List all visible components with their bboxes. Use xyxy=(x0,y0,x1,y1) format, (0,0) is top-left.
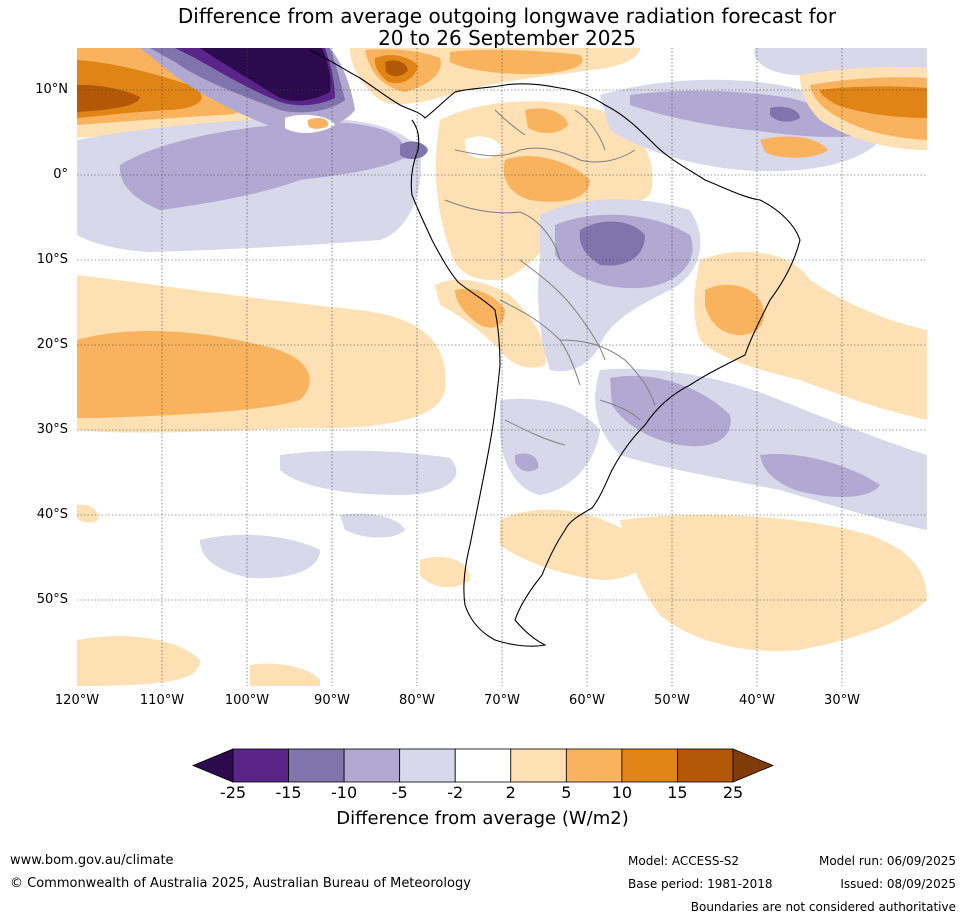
country-borders xyxy=(444,109,656,446)
longitude-label: 120°W xyxy=(54,693,100,708)
colorbar-tick-label: -5 xyxy=(391,783,408,802)
gridlines xyxy=(77,48,927,686)
longitude-label: 80°W xyxy=(399,693,435,708)
longitude-label: 40°W xyxy=(739,693,775,708)
colorbar-tick-label: 15 xyxy=(667,783,688,802)
anomaly-region xyxy=(200,48,331,101)
copyright-text: © Commonwealth of Australia 2025, Austra… xyxy=(10,876,471,891)
colorbar-tick-label: -2 xyxy=(447,783,464,802)
model-run-date: Model run: 06/09/2025 xyxy=(818,854,956,868)
anomaly-region xyxy=(760,136,828,158)
anomaly-region xyxy=(820,86,927,118)
website-link[interactable]: www.bom.gov.au/climate xyxy=(10,853,174,868)
anomaly-region xyxy=(200,534,320,579)
anomaly-region xyxy=(420,556,470,588)
anomaly-region xyxy=(515,453,539,472)
anomaly-region xyxy=(77,330,310,418)
anomaly-region xyxy=(77,504,99,523)
latitude-label: 50°S xyxy=(36,592,68,607)
anomaly-region xyxy=(400,141,428,160)
anomaly-region xyxy=(630,90,860,138)
olr-anomaly-map xyxy=(77,48,927,686)
colorbar-extension-low xyxy=(191,748,234,783)
latitude-label: 10°S xyxy=(36,252,68,267)
longitude-label: 70°W xyxy=(484,693,520,708)
colorbar-tick-label: 25 xyxy=(722,783,744,802)
colorbar-segment xyxy=(399,748,456,783)
colorbar-segment xyxy=(454,748,512,783)
longitude-label: 90°W xyxy=(314,693,350,708)
latitude-label: 0° xyxy=(53,167,68,182)
colorbar-segment xyxy=(621,748,678,783)
anomaly-region xyxy=(465,136,502,159)
colorbar-label: Difference from average (W/m2) xyxy=(336,808,629,829)
latitude-label: 20°S xyxy=(36,337,68,352)
anomaly-region xyxy=(525,108,568,133)
anomaly-region xyxy=(760,454,880,497)
longitude-label: 60°W xyxy=(569,693,605,708)
colorbar-segment xyxy=(232,748,289,783)
latitude-label: 40°S xyxy=(36,507,68,522)
colorbar xyxy=(191,748,775,783)
colorbar-segment xyxy=(343,748,401,783)
colorbar-segment xyxy=(565,748,623,783)
colorbar-tick-label: -25 xyxy=(219,783,247,802)
colorbar-extension-high xyxy=(732,748,775,783)
colorbar-tick-label: 10 xyxy=(611,783,633,802)
model-name: Model: ACCESS-S2 xyxy=(628,854,740,868)
anomaly-region xyxy=(503,156,590,202)
colorbar-segment xyxy=(677,748,734,783)
coastline xyxy=(309,49,801,647)
anomaly-region xyxy=(385,60,408,77)
colorbar-tick-label: 2 xyxy=(505,783,516,802)
colorbar-tick-label: -15 xyxy=(275,783,302,802)
anomaly-region xyxy=(308,118,329,129)
longitude-label: 100°W xyxy=(224,693,270,708)
anomaly-region xyxy=(770,106,800,122)
colorbar-segment xyxy=(510,748,567,783)
colorbar-segment xyxy=(288,748,345,783)
latitude-label: 10°N xyxy=(35,82,68,97)
anomaly-region xyxy=(455,288,505,328)
latitude-label: 30°S xyxy=(36,422,68,437)
anomaly-region xyxy=(579,221,645,266)
anomaly-region xyxy=(450,49,583,75)
map-title-line1: Difference from average outgoing longwav… xyxy=(177,4,837,28)
boundaries-disclaimer: Boundaries are not considered authoritat… xyxy=(690,900,956,914)
anomaly-region xyxy=(500,509,648,580)
anomaly-region xyxy=(280,450,457,495)
anomaly-region xyxy=(705,284,764,335)
anomaly-region xyxy=(119,122,406,210)
anomaly-region xyxy=(340,513,405,538)
anomaly-region xyxy=(77,84,140,112)
anomaly-region xyxy=(620,515,927,651)
longitude-label: 30°W xyxy=(824,693,860,708)
issued-date: Issued: 08/09/2025 xyxy=(840,877,956,891)
base-period: Base period: 1981-2018 xyxy=(628,877,773,891)
longitude-label: 50°W xyxy=(654,693,690,708)
longitude-label: 110°W xyxy=(139,693,185,708)
colorbar-tick-label: -10 xyxy=(331,783,358,802)
anomaly-region xyxy=(77,636,200,686)
colorbar-tick-label: 5 xyxy=(561,783,572,802)
map-title-line2: 20 to 26 September 2025 xyxy=(378,26,636,50)
anomaly-region xyxy=(250,663,320,686)
anomaly-region xyxy=(610,375,731,447)
